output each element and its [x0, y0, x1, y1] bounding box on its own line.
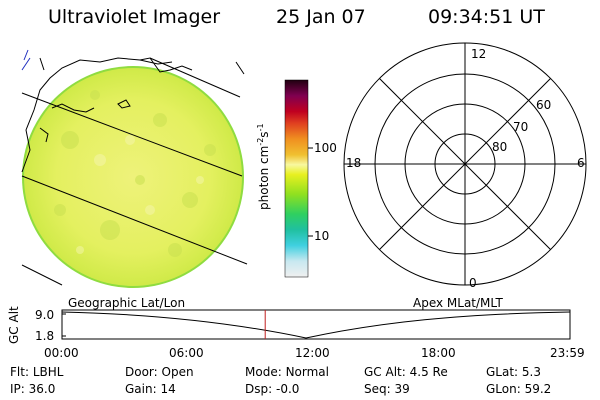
info-door: Door: Open — [125, 365, 194, 379]
timeline-y-tick-top: 9.0 — [35, 308, 55, 322]
timeline-x-tick-0600: 06:00 — [169, 346, 204, 360]
timeline-left-title: Geographic Lat/Lon — [68, 296, 186, 310]
colorbar — [284, 79, 309, 278]
info-glat: GLat: 5.3 — [486, 365, 542, 379]
polar-lat-60: 60 — [536, 98, 552, 112]
info-ip: IP: 36.0 — [10, 382, 56, 396]
info-mode: Mode: Normal — [245, 365, 329, 379]
info-gc-alt: GC Alt: 4.5 Re — [364, 365, 448, 379]
date-label: 25 Jan 07 — [276, 6, 366, 28]
polar-label-18: 18 — [346, 156, 362, 170]
altitude-curve — [61, 311, 571, 339]
timeline-right-title: Apex MLat/MLT — [413, 296, 503, 310]
imager-title: Ultraviolet Imager — [48, 6, 221, 28]
timeline-x-tick-1200: 12:00 — [295, 346, 330, 360]
polar-label-6: 6 — [577, 156, 585, 170]
info-glon: GLon: 59.2 — [486, 382, 552, 396]
timeline-plot — [61, 309, 571, 340]
timeline-x-tick-0000: 00:00 — [44, 346, 79, 360]
colorbar-tick-100: 100 — [314, 141, 337, 155]
timeline-y-tick-bottom: 1.8 — [35, 329, 55, 343]
info-seq: Seq: 39 — [364, 382, 410, 396]
time-label: 09:34:51 UT — [428, 6, 545, 28]
earth-image — [21, 49, 248, 288]
polar-lat-80: 80 — [492, 140, 508, 154]
timeline-x-tick-1800: 18:00 — [421, 346, 456, 360]
info-dsp: Dsp: -0.0 — [245, 382, 300, 396]
timeline-y-axis-label: GC Alt — [7, 306, 21, 344]
timeline-x-tick-2359: 23:59 — [550, 346, 585, 360]
polar-lat-70: 70 — [513, 120, 529, 134]
info-flt: Flt: LBHL — [10, 365, 64, 379]
polar-label-12: 12 — [471, 47, 487, 61]
colorbar-unit-label: photon cm-2s-1 — [256, 123, 271, 210]
colorbar-tick-10: 10 — [314, 229, 330, 243]
polar-plot — [343, 42, 587, 286]
polar-label-0: 0 — [469, 276, 477, 290]
info-gain: Gain: 14 — [125, 382, 176, 396]
